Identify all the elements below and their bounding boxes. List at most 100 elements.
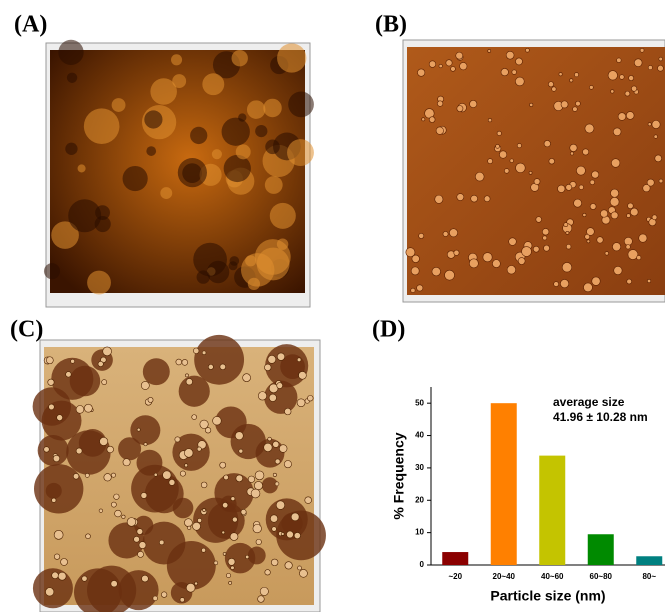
texture-particle [648, 123, 651, 126]
texture-particle [612, 243, 620, 251]
texture-particle [412, 255, 420, 263]
texture-particle [501, 68, 508, 75]
texture-particle [590, 203, 596, 209]
texture-blob [112, 98, 126, 112]
texture-particle [542, 228, 549, 235]
annotation-text: 41.96 ± 10.28 nm [553, 410, 648, 424]
texture-particle [137, 428, 140, 431]
texture-particle [260, 587, 268, 595]
texture-blob [288, 92, 314, 118]
y-tick-label: 10 [415, 528, 424, 537]
texture-particle [58, 572, 66, 580]
texture-particle [417, 285, 423, 291]
texture-blob [202, 73, 224, 95]
texture-particle [271, 559, 278, 566]
texture-particle [186, 583, 195, 592]
texture-particle [307, 395, 313, 401]
texture-particle [161, 592, 167, 598]
texture-particle [437, 101, 443, 107]
texture-particle [202, 548, 206, 552]
texture-particle [142, 575, 149, 582]
texture-blob [228, 261, 237, 270]
texture-particle [285, 562, 292, 569]
texture-particle [566, 184, 572, 190]
texture-particle [624, 237, 632, 245]
texture-particle [98, 361, 103, 366]
texture-particle [236, 475, 243, 482]
texture-blob [247, 100, 265, 118]
texture-particle [52, 498, 56, 502]
texture-particle [549, 158, 555, 164]
texture-particle [148, 397, 153, 402]
texture-domain [66, 430, 110, 474]
texture-domain [119, 570, 159, 610]
texture-particle [103, 347, 112, 356]
texture-particle [544, 140, 550, 146]
texture-particle [281, 532, 284, 535]
texture-blob [190, 127, 207, 144]
texture-particle [84, 404, 92, 412]
texture-particle [269, 394, 276, 401]
texture-particle [273, 473, 276, 476]
texture-particle [627, 279, 632, 284]
texture-particle [475, 172, 484, 181]
texture-blob [197, 270, 210, 283]
texture-particle [86, 534, 91, 539]
texture-particle [66, 372, 72, 378]
texture-particle [185, 374, 188, 377]
panel-label: (C) [10, 317, 43, 343]
texture-domain [137, 450, 163, 476]
texture-particle [154, 473, 157, 476]
texture-blob [224, 155, 251, 182]
texture-particle [241, 509, 246, 514]
texture-particle [76, 448, 82, 454]
texture-particle [634, 59, 642, 67]
texture-particle [454, 250, 459, 255]
texture-blob [84, 108, 120, 144]
texture-particle [625, 91, 630, 96]
texture-particle [589, 85, 593, 89]
texture-blob [123, 166, 148, 191]
texture-particle [258, 596, 265, 603]
texture-blob [232, 50, 248, 66]
texture-particle [44, 447, 50, 453]
texture-particle [429, 117, 435, 123]
texture-particle [484, 196, 490, 202]
texture-particle [422, 118, 425, 121]
texture-particle [284, 408, 291, 415]
annotation-title: average size [553, 395, 625, 409]
texture-particle [231, 497, 235, 501]
texture-particle [61, 559, 68, 566]
texture-particle [600, 210, 607, 217]
texture-particle [102, 380, 107, 385]
texture-particle [268, 437, 272, 441]
bar [588, 534, 614, 565]
texture-particle [499, 151, 506, 158]
texture-particle [276, 501, 285, 510]
texture-particle [277, 383, 283, 389]
texture-particle [451, 66, 456, 71]
texture-particle [220, 364, 226, 370]
texture-particle [222, 531, 225, 534]
texture-particle [570, 144, 577, 151]
texture-particle [488, 118, 492, 122]
texture-particle [184, 449, 193, 458]
texture-particle [515, 77, 524, 86]
texture-particle [576, 166, 585, 175]
texture-particle [536, 217, 542, 223]
texture-particle [631, 86, 636, 91]
texture-particle [435, 195, 443, 203]
texture-particle [611, 90, 614, 93]
texture-particle [294, 532, 300, 538]
texture-particle [516, 163, 526, 173]
texture-particle [297, 566, 301, 570]
texture-particle [248, 476, 255, 483]
texture-particle [659, 57, 663, 61]
texture-particle [579, 185, 584, 190]
texture-particle [640, 48, 644, 52]
texture-particle [629, 75, 634, 80]
texture-particle [76, 406, 84, 414]
texture-particle [111, 580, 118, 587]
texture-particle [611, 159, 620, 168]
bar [539, 456, 565, 565]
